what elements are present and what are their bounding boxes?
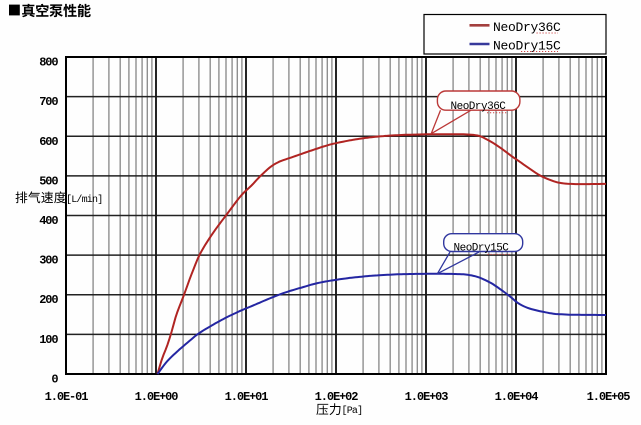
svg-text:1.0E+03: 1.0E+03 [405, 390, 449, 404]
svg-text:1.0E+01: 1.0E+01 [225, 390, 269, 404]
svg-text:700: 700 [39, 95, 58, 109]
svg-text:400: 400 [39, 214, 58, 228]
svg-text:NeoDry15C: NeoDry15C [454, 242, 510, 254]
svg-text:300: 300 [39, 254, 58, 268]
svg-text:1.0E-01: 1.0E-01 [45, 390, 89, 404]
svg-text:0: 0 [51, 373, 58, 387]
svg-text:500: 500 [39, 174, 58, 188]
svg-text:800: 800 [39, 56, 58, 70]
svg-text:NeoDry15C: NeoDry15C [493, 38, 561, 53]
svg-text:1.0E+00: 1.0E+00 [135, 390, 179, 404]
svg-text:1.0E+05: 1.0E+05 [587, 390, 631, 404]
svg-text:[L/min]: [L/min] [66, 194, 102, 206]
svg-text:600: 600 [39, 135, 58, 149]
svg-text:[Pa]: [Pa] [342, 405, 363, 417]
svg-text:1.0E+04: 1.0E+04 [495, 390, 539, 404]
svg-text:100: 100 [39, 333, 58, 347]
svg-text:200: 200 [39, 293, 58, 307]
svg-text:1.0E+02: 1.0E+02 [315, 390, 359, 404]
svg-text:NeoDry36C: NeoDry36C [493, 20, 561, 35]
svg-text:NeoDry36C: NeoDry36C [451, 101, 507, 113]
